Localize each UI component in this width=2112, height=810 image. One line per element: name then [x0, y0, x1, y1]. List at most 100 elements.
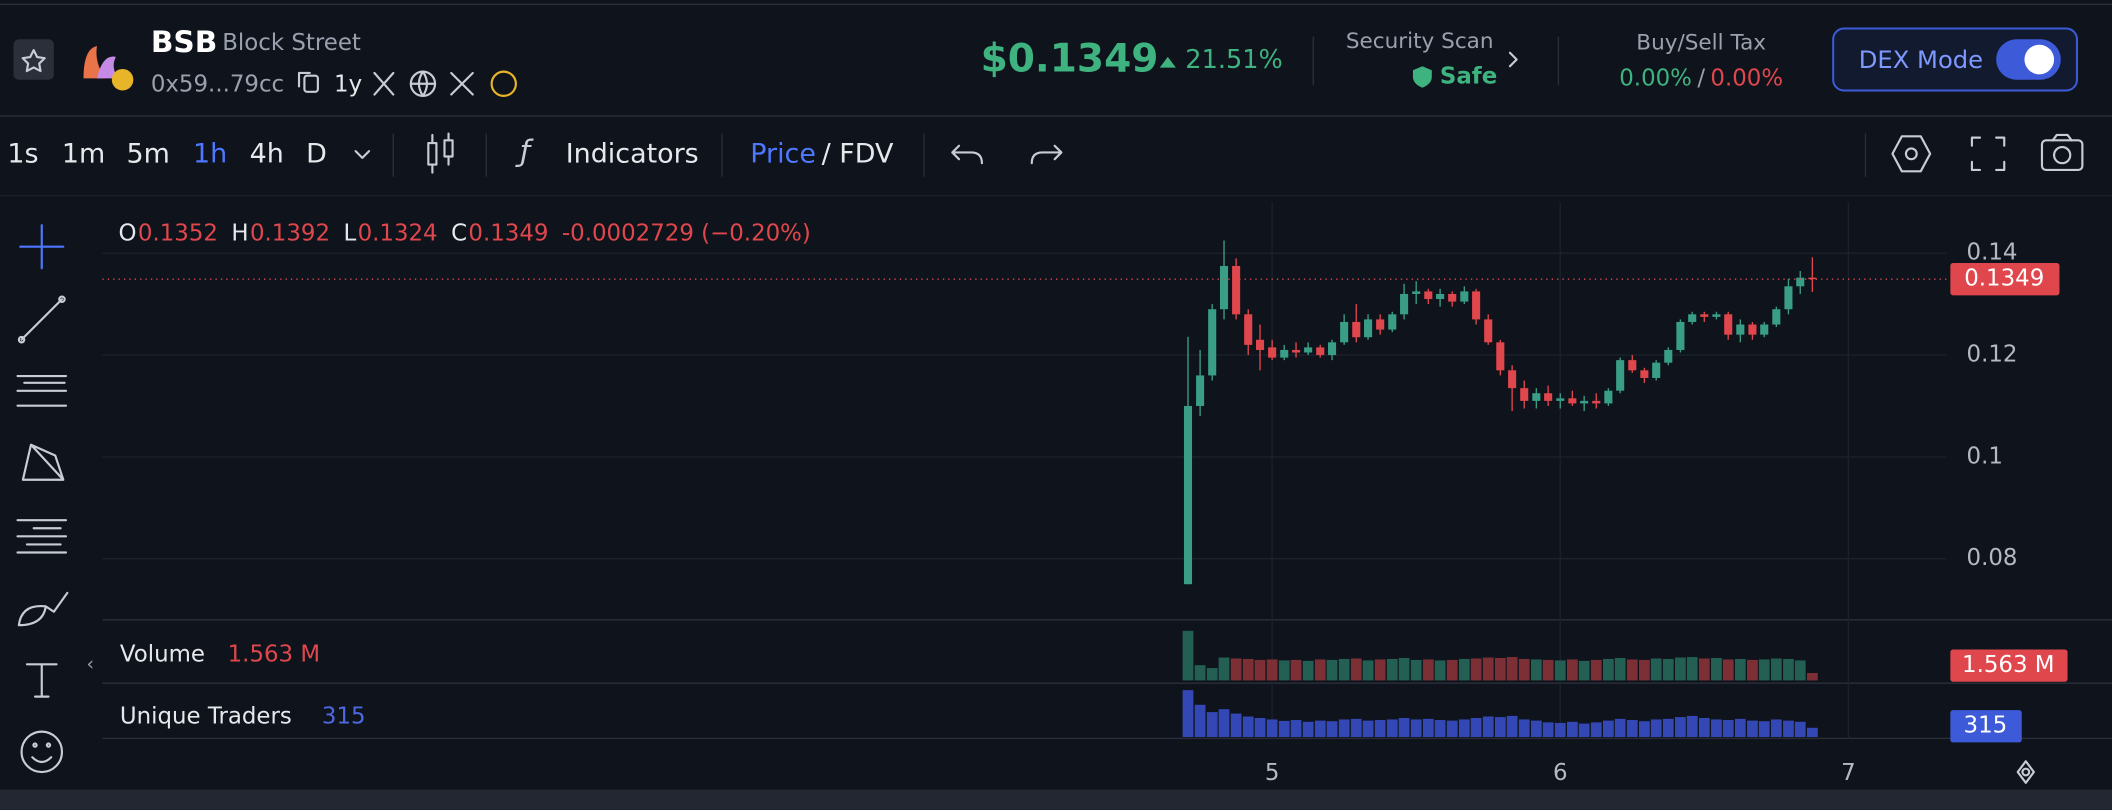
volume-bar	[1554, 660, 1566, 681]
traders-title: Unique Traders	[120, 703, 292, 729]
interval[interactable]: 5m	[126, 139, 169, 170]
collapse-toggle[interactable]: ‹	[86, 654, 94, 675]
traders-bar	[1278, 720, 1290, 738]
interval[interactable]: 4h	[250, 139, 284, 170]
dex-mode-label[interactable]: DEX Mode	[1859, 45, 1983, 74]
traders-bar	[1747, 720, 1758, 738]
traders-bar	[1422, 718, 1434, 738]
screenshot[interactable]	[2040, 133, 2084, 172]
candle-body	[1736, 324, 1745, 335]
candle-body	[1676, 321, 1685, 350]
token-name: Block Street	[222, 30, 361, 56]
change-arrow	[1159, 56, 1176, 68]
candle-body	[1724, 314, 1733, 335]
price: $0.1349	[981, 36, 1159, 81]
traders-bar	[1758, 721, 1770, 738]
traders-bar	[1314, 720, 1326, 738]
candle-body	[1376, 319, 1385, 330]
volume-bar	[1650, 658, 1662, 681]
traders-bar	[1434, 720, 1446, 738]
dex-mode-button[interactable]	[1832, 27, 2078, 92]
token-age: 1y	[334, 72, 362, 98]
traders-bar	[1806, 727, 1818, 738]
fullscreen[interactable]	[1970, 136, 2006, 172]
volume-badge-label: 1.563 M	[1962, 652, 2055, 678]
tax-label: Buy/Sell Tax	[1636, 30, 1766, 55]
chart-type-icon[interactable]	[427, 132, 454, 174]
legend-value: 0.1392	[250, 220, 330, 246]
social-icons[interactable]	[373, 70, 517, 97]
legend-key: H	[231, 220, 248, 246]
interval[interactable]: 1m	[62, 139, 105, 170]
candle-body	[1580, 400, 1589, 404]
candle-body	[1244, 314, 1253, 345]
volume-bar	[1386, 658, 1398, 681]
volume-bar	[1302, 660, 1314, 681]
tax-separator: /	[1697, 65, 1705, 91]
traders-bar	[1482, 716, 1494, 738]
legend-value: 0.1324	[358, 220, 438, 246]
traders-bar	[1290, 720, 1302, 738]
fdv-toggle[interactable]: / FDV	[822, 139, 894, 170]
traders-bar	[1650, 719, 1662, 738]
candle-body	[1748, 324, 1757, 335]
candle-body	[1688, 314, 1697, 322]
traders-bar	[1518, 719, 1530, 738]
volume-bar	[1290, 659, 1302, 681]
volume-bar	[1590, 659, 1602, 681]
interval[interactable]: D	[306, 139, 327, 170]
redo[interactable]	[1030, 144, 1063, 165]
volume-bar	[1398, 658, 1410, 681]
candle-body	[1436, 293, 1445, 300]
price-toggle[interactable]: Price	[750, 139, 816, 170]
settings[interactable]	[1891, 135, 1932, 173]
traders-bar	[1506, 715, 1518, 738]
legend-value: 0.1349	[468, 220, 548, 246]
volume-bar	[1410, 659, 1422, 681]
traders-bar	[1446, 720, 1458, 738]
candle-body	[1484, 319, 1493, 343]
volume-bar	[1578, 660, 1590, 681]
undo[interactable]	[951, 144, 983, 165]
volume-bar	[1711, 658, 1722, 681]
interval[interactable]: 1h	[193, 139, 227, 170]
candle-body	[1544, 393, 1553, 401]
volume-bar	[1770, 658, 1782, 681]
token-address[interactable]: 0x59...79cc	[151, 72, 284, 98]
volume-title: Volume	[120, 641, 205, 667]
interval-dropdown[interactable]	[354, 150, 371, 159]
volume-bar	[1734, 658, 1746, 681]
indicators-button[interactable]: Indicators	[566, 139, 699, 170]
copy-icon[interactable]	[297, 71, 319, 93]
drawing-tools[interactable]	[16, 224, 69, 774]
candle-body	[1772, 309, 1781, 325]
candle-body	[1340, 321, 1349, 343]
candle-body	[1760, 324, 1769, 335]
last-price-label: 0.1349	[1964, 266, 2044, 292]
candle-body	[1628, 360, 1637, 371]
legend-change: -0.0002729 (−0.20%)	[562, 220, 811, 246]
volume-bar	[1434, 660, 1446, 681]
axis-settings[interactable]	[2016, 760, 2035, 784]
chevron[interactable]	[1508, 51, 1518, 68]
traders-bar	[1770, 719, 1782, 738]
traders-bar	[1711, 719, 1722, 738]
scrollbar[interactable]	[0, 789, 2112, 810]
traders-bar	[1686, 715, 1698, 738]
traders-bar	[1374, 720, 1386, 738]
candle-body	[1208, 309, 1217, 376]
traders-bar	[1350, 718, 1362, 738]
interval[interactable]: 1s	[7, 139, 38, 170]
candle-body	[1712, 314, 1721, 317]
x-tick-label: 7	[1841, 760, 1856, 786]
x-tick-label: 6	[1553, 760, 1568, 786]
y-tick-label: 0.12	[1967, 342, 2018, 368]
favorite-button[interactable]	[13, 39, 54, 80]
legend-key: O	[119, 220, 137, 246]
candle-body	[1232, 265, 1241, 315]
volume-bar	[1698, 658, 1710, 681]
volume-bar	[1278, 660, 1290, 681]
fx-icon[interactable]: ƒ	[515, 133, 534, 168]
